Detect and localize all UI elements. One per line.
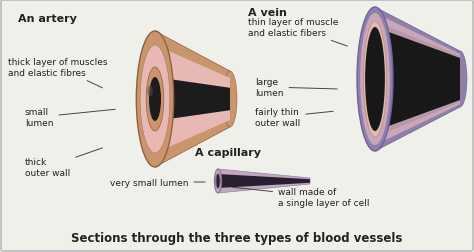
Polygon shape: [375, 8, 460, 151]
Ellipse shape: [357, 8, 393, 151]
Polygon shape: [291, 180, 310, 182]
Ellipse shape: [214, 169, 222, 193]
Polygon shape: [254, 179, 273, 182]
Polygon shape: [375, 22, 460, 137]
Polygon shape: [218, 174, 310, 188]
Ellipse shape: [147, 86, 153, 97]
Text: fairly thin
outer wall: fairly thin outer wall: [255, 108, 333, 127]
Ellipse shape: [364, 22, 387, 137]
Polygon shape: [155, 46, 230, 153]
Text: thin layer of muscle
and elastic fibers: thin layer of muscle and elastic fibers: [248, 18, 347, 47]
Text: A capillary: A capillary: [195, 147, 261, 158]
Polygon shape: [375, 28, 460, 132]
Text: small
lumen: small lumen: [25, 108, 115, 127]
Polygon shape: [375, 14, 460, 145]
Text: wall made of
a single layer of cell: wall made of a single layer of cell: [233, 187, 370, 207]
Ellipse shape: [223, 72, 237, 128]
Text: A vein: A vein: [248, 8, 287, 18]
Ellipse shape: [137, 32, 173, 167]
Polygon shape: [155, 32, 230, 167]
Ellipse shape: [216, 174, 220, 188]
Polygon shape: [155, 78, 230, 121]
Ellipse shape: [453, 52, 467, 108]
Text: Sections through the three types of blood vessels: Sections through the three types of bloo…: [71, 231, 403, 244]
Ellipse shape: [365, 28, 385, 132]
Ellipse shape: [360, 14, 390, 145]
Text: thick
outer wall: thick outer wall: [25, 148, 102, 177]
Text: An artery: An artery: [18, 14, 77, 24]
Text: thick layer of muscles
and elastic fibres: thick layer of muscles and elastic fibre…: [8, 58, 108, 88]
Polygon shape: [218, 169, 310, 193]
Text: very small lumen: very small lumen: [110, 178, 205, 187]
Text: large
lumen: large lumen: [255, 78, 337, 97]
Ellipse shape: [149, 78, 161, 121]
Polygon shape: [218, 178, 236, 182]
Ellipse shape: [140, 46, 170, 153]
Ellipse shape: [146, 68, 164, 132]
Ellipse shape: [217, 174, 219, 188]
